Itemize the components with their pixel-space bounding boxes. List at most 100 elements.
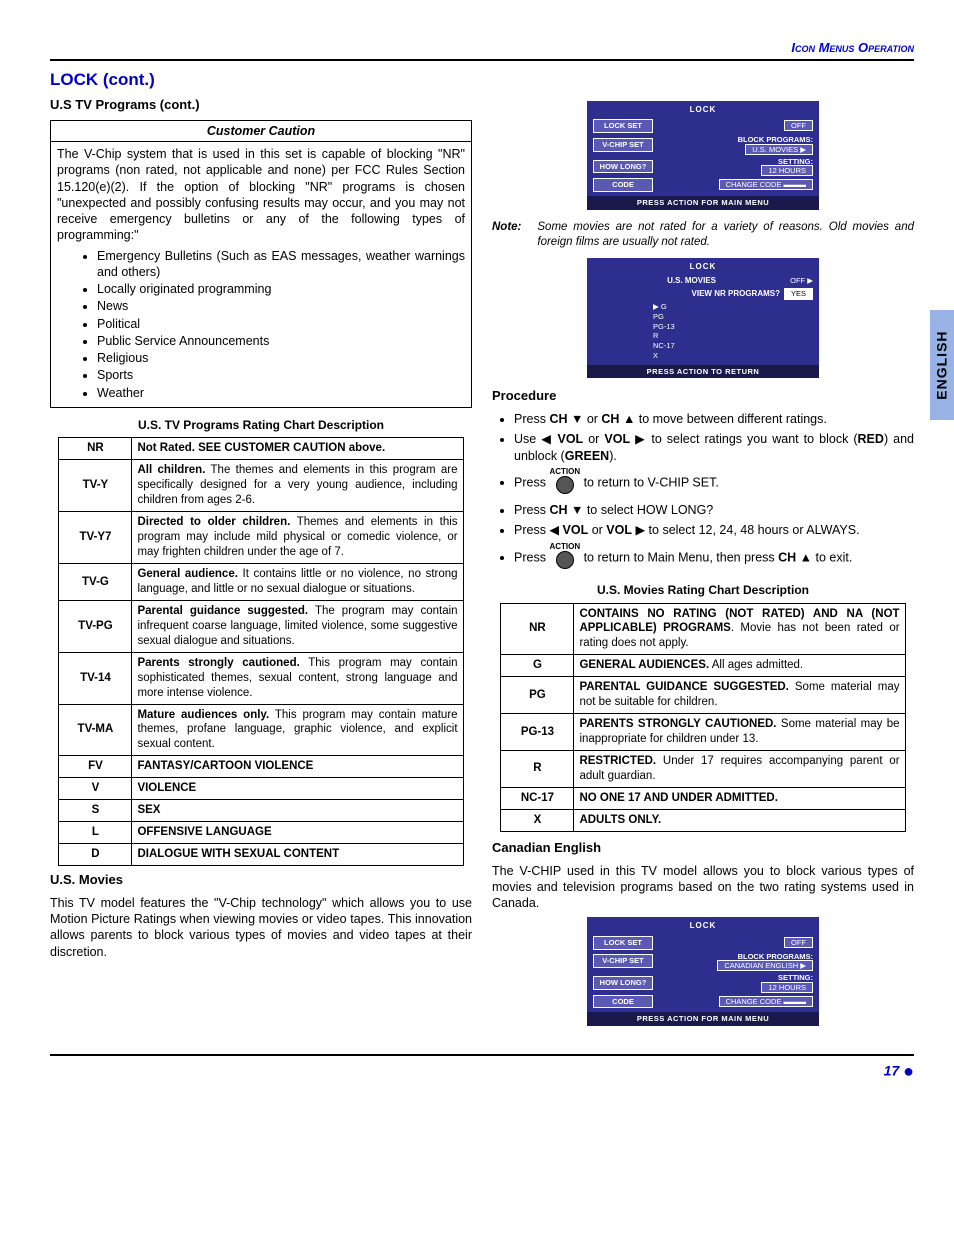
caution-item: Weather: [97, 385, 465, 401]
caution-item: Emergency Bulletins (Such as EAS message…: [97, 248, 465, 281]
table-row: TV-MAMature audiences only. This program…: [59, 704, 463, 756]
tv-ratings-table: NRNot Rated. SEE CUSTOMER CAUTION above.…: [58, 437, 463, 866]
procedure-item: Press CH ▼ to select HOW LONG?: [514, 502, 914, 518]
table-row: XADULTS ONLY.: [501, 809, 905, 831]
caution-body: The V-Chip system that is used in this s…: [51, 142, 471, 407]
action-button-icon: ACTION: [549, 468, 580, 498]
action-button-icon: ACTION: [549, 543, 580, 573]
osd-lock-canadian: LOCKLOCK SETOFFV-CHIP SETBLOCK PROGRAMS:…: [587, 917, 819, 1026]
rating-code: PG-13: [501, 714, 574, 751]
page-title: LOCK (cont.): [50, 69, 914, 91]
subhead-us-tv: U.S TV Programs (cont.): [50, 97, 472, 114]
rating-code: R: [501, 751, 574, 788]
movies-ratings-caption: U.S. Movies Rating Chart Description: [492, 583, 914, 599]
osd-usmovies-ratings: LOCKU.S. MOVIESOFF ▶VIEW NR PROGRAMS?YES…: [587, 258, 819, 379]
procedure-item: Press ACTION to return to Main Menu, the…: [514, 543, 914, 573]
osd-lock-usmovies: LOCKLOCK SETOFFV-CHIP SETBLOCK PROGRAMS:…: [587, 101, 819, 210]
procedure-list: Press CH ▼ or CH ▲ to move between diffe…: [514, 411, 914, 573]
rating-desc: DIALOGUE WITH SEXUAL CONTENT: [132, 844, 463, 866]
rating-code: TV-MA: [59, 704, 132, 756]
rating-code: S: [59, 800, 132, 822]
procedure-item: Use ◀ VOL or VOL ▶ to select ratings you…: [514, 431, 914, 464]
caution-title: Customer Caution: [51, 121, 471, 142]
rating-code: G: [501, 655, 574, 677]
procedure-head: Procedure: [492, 388, 914, 405]
rating-code: TV-G: [59, 564, 132, 601]
table-row: LOFFENSIVE LANGUAGE: [59, 822, 463, 844]
note-row: Note: Some movies are not rated for a va…: [492, 220, 914, 250]
table-row: TV-14Parents strongly cautioned. This pr…: [59, 652, 463, 704]
canadian-para: The V-CHIP used in this TV model allows …: [492, 863, 914, 912]
table-row: PGPARENTAL GUIDANCE SUGGESTED. Some mate…: [501, 677, 905, 714]
rating-desc: SEX: [132, 800, 463, 822]
language-tab: ENGLISH: [930, 310, 954, 420]
language-tab-label: ENGLISH: [933, 330, 951, 399]
table-row: RRESTRICTED. Under 17 requires accompany…: [501, 751, 905, 788]
rating-desc: FANTASY/CARTOON VIOLENCE: [132, 756, 463, 778]
table-row: VVIOLENCE: [59, 778, 463, 800]
table-row: PG-13PARENTS STRONGLY CAUTIONED. Some ma…: [501, 714, 905, 751]
note-label: Note:: [492, 220, 521, 250]
procedure-item: Press ACTION to return to V-CHIP SET.: [514, 468, 914, 498]
note-text: Some movies are not rated for a variety …: [537, 220, 914, 250]
table-row: NC-17NO ONE 17 AND UNDER ADMITTED.: [501, 787, 905, 809]
caution-item: Sports: [97, 367, 465, 383]
left-column: U.S TV Programs (cont.) Customer Caution…: [50, 95, 472, 1036]
table-row: TV-Y7Directed to older children. Themes …: [59, 512, 463, 564]
rating-desc: ADULTS ONLY.: [574, 809, 905, 831]
rating-desc: NO ONE 17 AND UNDER ADMITTED.: [574, 787, 905, 809]
rating-desc: OFFENSIVE LANGUAGE: [132, 822, 463, 844]
caution-item: Religious: [97, 350, 465, 366]
movies-ratings-table: NRCONTAINS NO RATING (NOT RATED) AND NA …: [500, 603, 905, 832]
us-movies-para: This TV model features the "V-Chip techn…: [50, 895, 472, 960]
customer-caution-box: Customer Caution The V-Chip system that …: [50, 120, 472, 408]
rating-desc: All children. The themes and elements in…: [132, 460, 463, 512]
table-row: TV-GGeneral audience. It contains little…: [59, 564, 463, 601]
caution-item: Public Service Announcements: [97, 333, 465, 349]
rating-code: NC-17: [501, 787, 574, 809]
rating-desc: Mature audiences only. This program may …: [132, 704, 463, 756]
header-section-title: Icon Menus Operation: [50, 40, 914, 57]
table-row: DDIALOGUE WITH SEXUAL CONTENT: [59, 844, 463, 866]
rating-code: V: [59, 778, 132, 800]
table-row: FVFANTASY/CARTOON VIOLENCE: [59, 756, 463, 778]
table-row: TV-PGParental guidance suggested. The pr…: [59, 600, 463, 652]
rating-code: NR: [501, 603, 574, 655]
table-row: TV-YAll children. The themes and element…: [59, 460, 463, 512]
table-row: NRCONTAINS NO RATING (NOT RATED) AND NA …: [501, 603, 905, 655]
rating-desc: CONTAINS NO RATING (NOT RATED) AND NA (N…: [574, 603, 905, 655]
caution-list: Emergency Bulletins (Such as EAS message…: [97, 248, 465, 401]
procedure-item: Press CH ▼ or CH ▲ to move between diffe…: [514, 411, 914, 427]
rating-desc: GENERAL AUDIENCES. All ages admitted.: [574, 655, 905, 677]
rating-desc: Not Rated. SEE CUSTOMER CAUTION above.: [132, 438, 463, 460]
subhead-us-movies: U.S. Movies: [50, 872, 472, 889]
table-row: SSEX: [59, 800, 463, 822]
rating-desc: VIOLENCE: [132, 778, 463, 800]
rating-desc: General audience. It contains little or …: [132, 564, 463, 601]
rating-code: TV-Y: [59, 460, 132, 512]
rating-code: TV-14: [59, 652, 132, 704]
caution-item: Political: [97, 316, 465, 332]
rating-desc: PARENTS STRONGLY CAUTIONED. Some materia…: [574, 714, 905, 751]
caution-item: Locally originated programming: [97, 281, 465, 297]
tv-ratings-caption: U.S. TV Programs Rating Chart Descriptio…: [50, 418, 472, 434]
rating-desc: Parents strongly cautioned. This program…: [132, 652, 463, 704]
page-number: 17 ●: [50, 1060, 914, 1083]
rating-code: L: [59, 822, 132, 844]
table-row: NRNot Rated. SEE CUSTOMER CAUTION above.: [59, 438, 463, 460]
procedure-item: Press ◀ VOL or VOL ▶ to select 12, 24, 4…: [514, 522, 914, 538]
rating-code: TV-PG: [59, 600, 132, 652]
rating-code: PG: [501, 677, 574, 714]
footer-rule: [50, 1054, 914, 1056]
rating-code: NR: [59, 438, 132, 460]
rating-code: FV: [59, 756, 132, 778]
rating-desc: RESTRICTED. Under 17 requires accompanyi…: [574, 751, 905, 788]
rating-code: TV-Y7: [59, 512, 132, 564]
table-row: GGENERAL AUDIENCES. All ages admitted.: [501, 655, 905, 677]
subhead-canadian: Canadian English: [492, 840, 914, 857]
rating-desc: Parental guidance suggested. The program…: [132, 600, 463, 652]
header-rule: [50, 59, 914, 61]
right-column: LOCKLOCK SETOFFV-CHIP SETBLOCK PROGRAMS:…: [492, 95, 914, 1036]
rating-code: D: [59, 844, 132, 866]
rating-desc: Directed to older children. Themes and e…: [132, 512, 463, 564]
